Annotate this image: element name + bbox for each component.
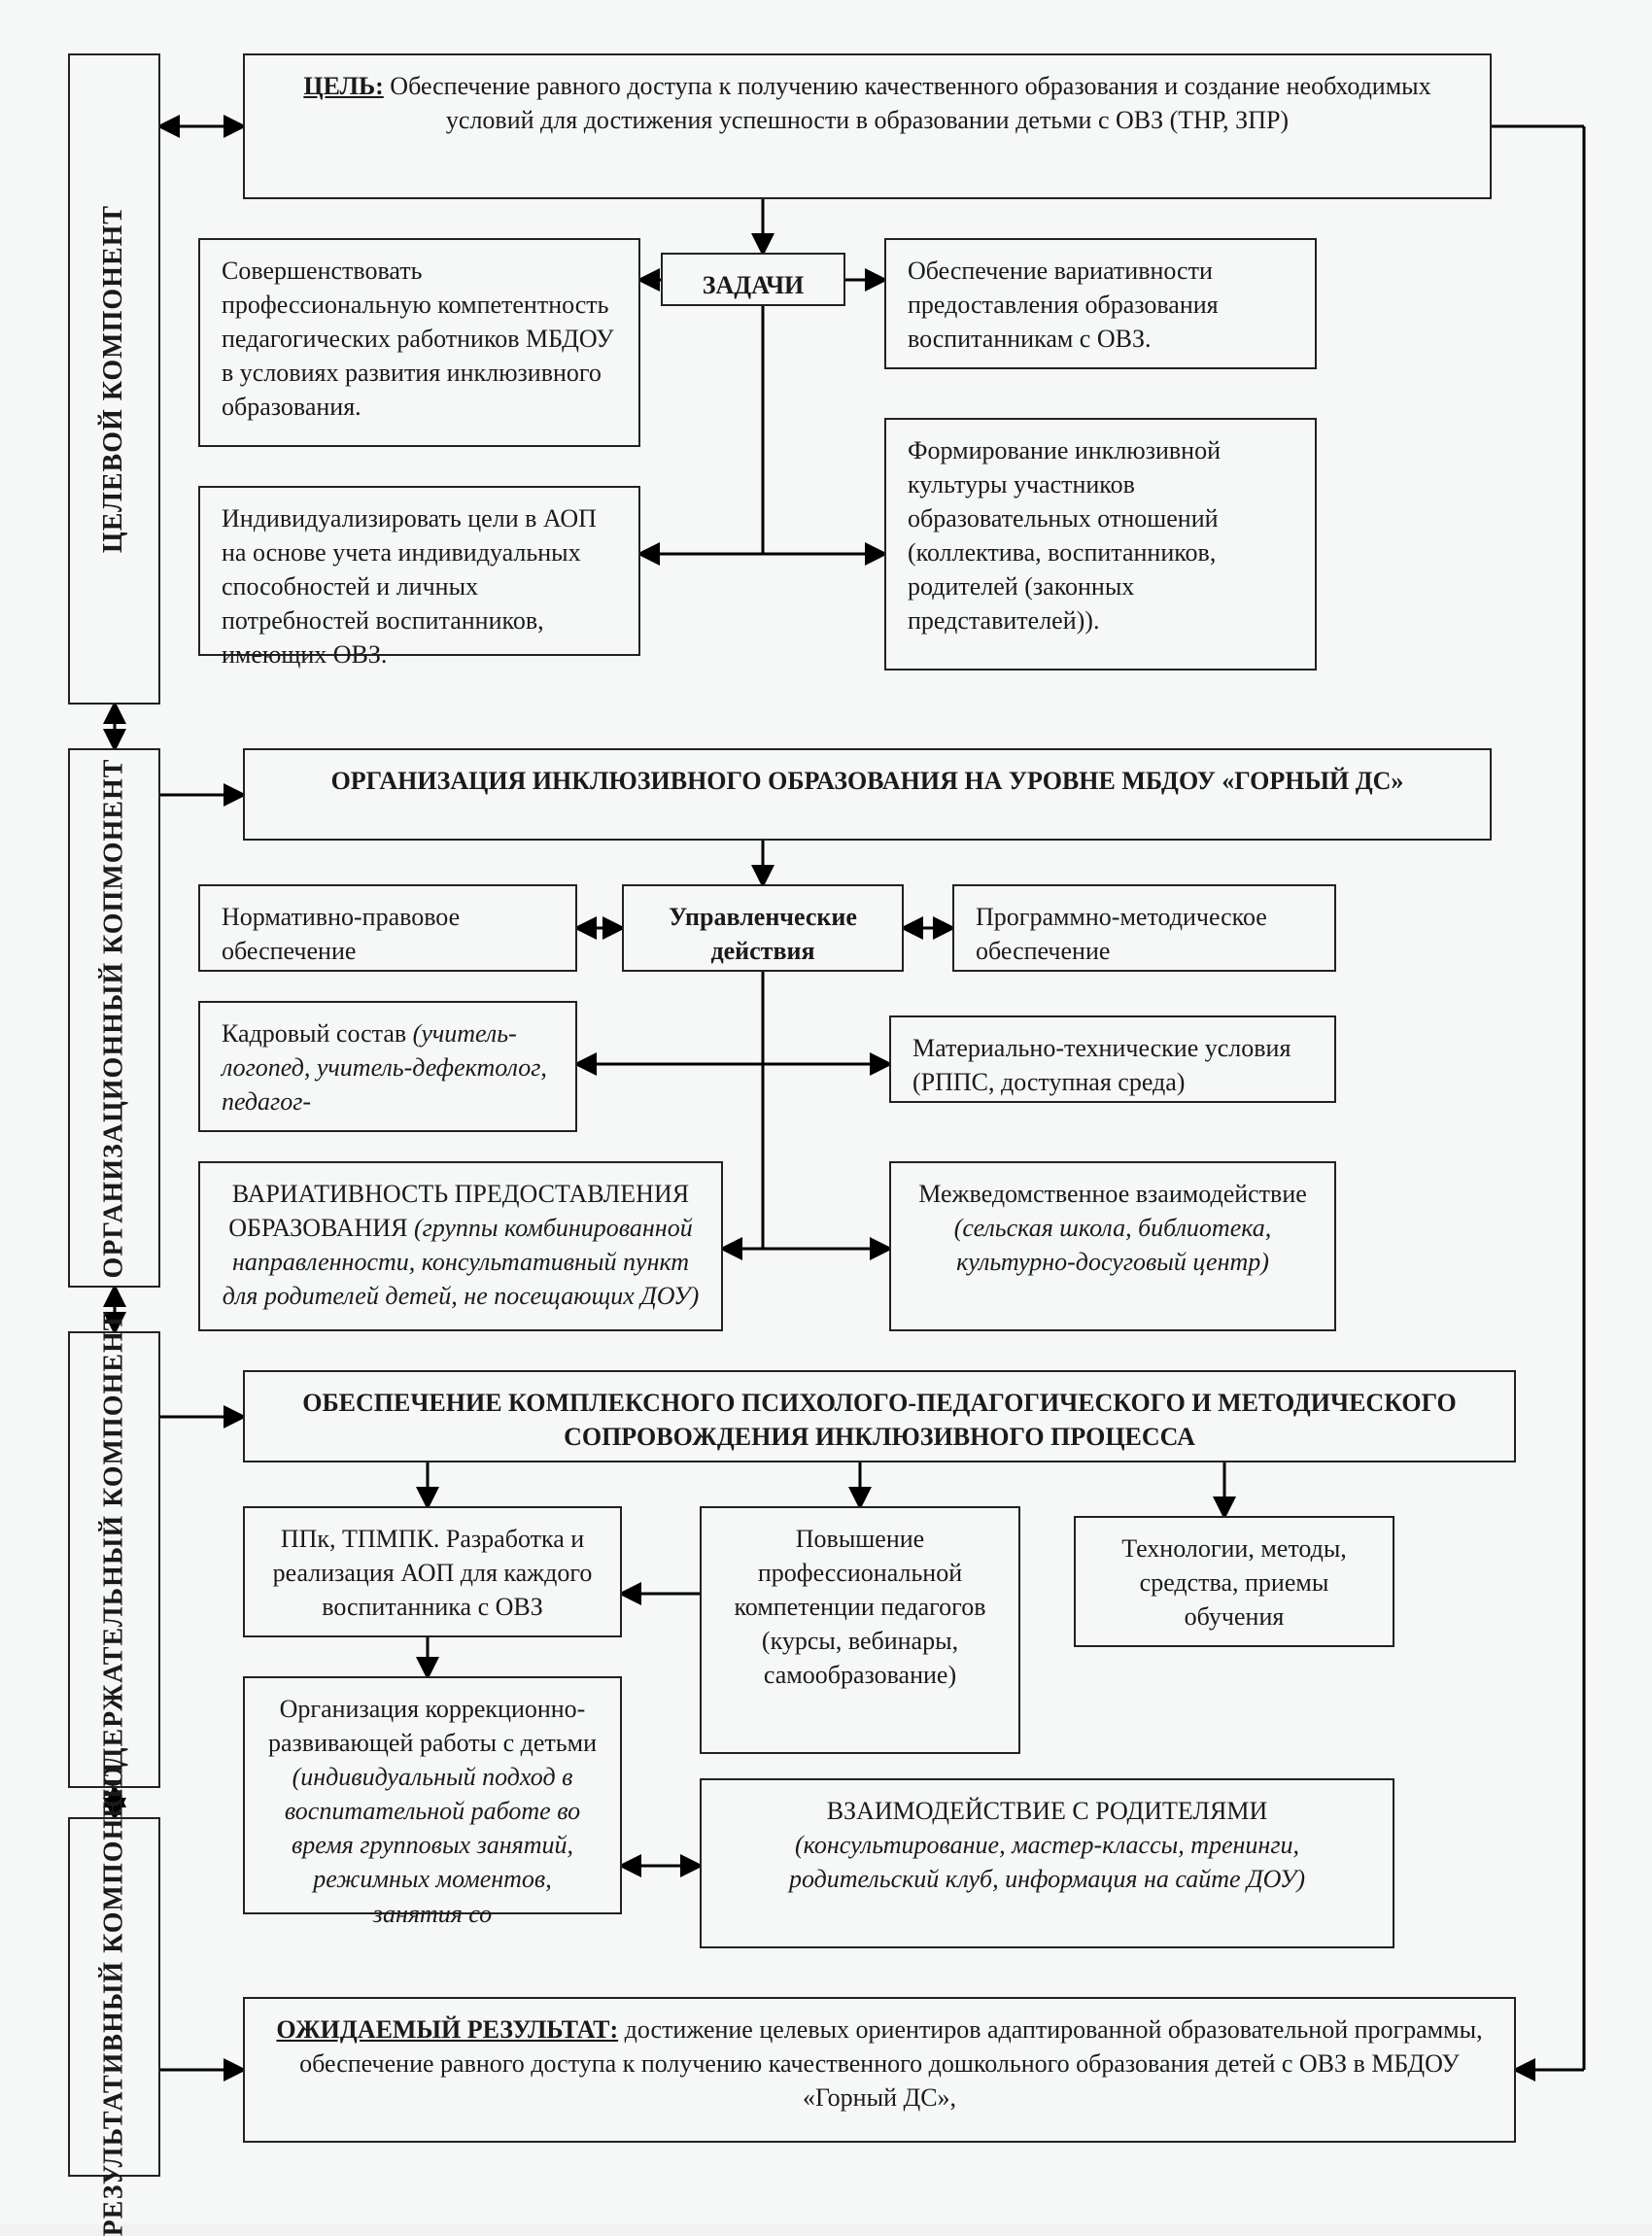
node-m6: Межведомственное взаимодействие(сельская… [889, 1161, 1336, 1331]
node-m3: Кадровый состав (учитель-логопед, учител… [198, 1001, 577, 1132]
node-t2: Обеспечение вариативности предоставления… [884, 238, 1317, 369]
node-tasks_label: ЗАДАЧИ [661, 253, 845, 306]
diagram-canvas: ЦЕЛЕВОЙ КОМПОНЕНТ ОРГАНИЗАЦИОННЫЙ КОПМОНЕ… [0, 0, 1652, 2224]
component-c4: РЕЗУЛЬТАТИВНЫЙ КОМПОНЕНТ [68, 1817, 160, 2177]
node-t1: Совершенствовать профессиональную компет… [198, 238, 640, 447]
node-s3: Технологии, методы, средства, приемы обу… [1074, 1516, 1394, 1647]
node-org_header: ОРГАНИЗАЦИЯ ИНКЛЮЗИВНОГО ОБРАЗОВАНИЯ НА … [243, 748, 1492, 841]
node-s5: ВЗАИМОДЕЙСТВИЕ С РОДИТЕЛЯМИ(консультиров… [700, 1778, 1394, 1948]
node-m5: ВАРИАТИВНОСТЬ ПРЕДОСТАВЛЕНИЯ ОБРАЗОВАНИЯ… [198, 1161, 723, 1331]
node-t3: Индивидуализировать цели в АОП на основе… [198, 486, 640, 656]
component-c2: ОРГАНИЗАЦИОННЫЙ КОПМОНЕНТ [68, 748, 160, 1288]
node-s1: ППк, ТПМПК. Разработка и реализация АОП … [243, 1506, 622, 1637]
component-label: ОРГАНИЗАЦИОННЫЙ КОПМОНЕНТ [99, 758, 130, 1278]
component-label: СОДЕРЖАТЕЛЬНЫЙ КОМПОНЕНТ [99, 1312, 130, 1808]
node-mgmt_label: Управленческие действия [622, 884, 904, 972]
node-content_header: ОБЕСПЕЧЕНИЕ КОМПЛЕКСНОГО ПСИХОЛОГО-ПЕДАГ… [243, 1370, 1516, 1462]
node-m2: Программно-методическое обеспечение [952, 884, 1336, 972]
component-c3: СОДЕРЖАТЕЛЬНЫЙ КОМПОНЕНТ [68, 1331, 160, 1788]
component-label: ЦЕЛЕВОЙ КОМПОНЕНТ [99, 205, 130, 553]
node-s2: Повышение профессиональной компетенции п… [700, 1506, 1020, 1754]
component-label: РЕЗУЛЬТАТИВНЫЙ КОМПОНЕНТ [99, 1758, 130, 2236]
node-goal: ЦЕЛЬ: Обеспечение равного доступа к полу… [243, 53, 1492, 199]
node-s4: Организация коррекционно-развивающей раб… [243, 1676, 622, 1914]
node-t4: Формирование инклюзивной культуры участн… [884, 418, 1317, 671]
node-m1: Нормативно-правовое обеспечение [198, 884, 577, 972]
node-m4: Материально-технические условия (РППС, д… [889, 1015, 1336, 1103]
node-result: ОЖИДАЕМЫЙ РЕЗУЛЬТАТ: достижение целевых … [243, 1997, 1516, 2143]
component-c1: ЦЕЛЕВОЙ КОМПОНЕНТ [68, 53, 160, 705]
